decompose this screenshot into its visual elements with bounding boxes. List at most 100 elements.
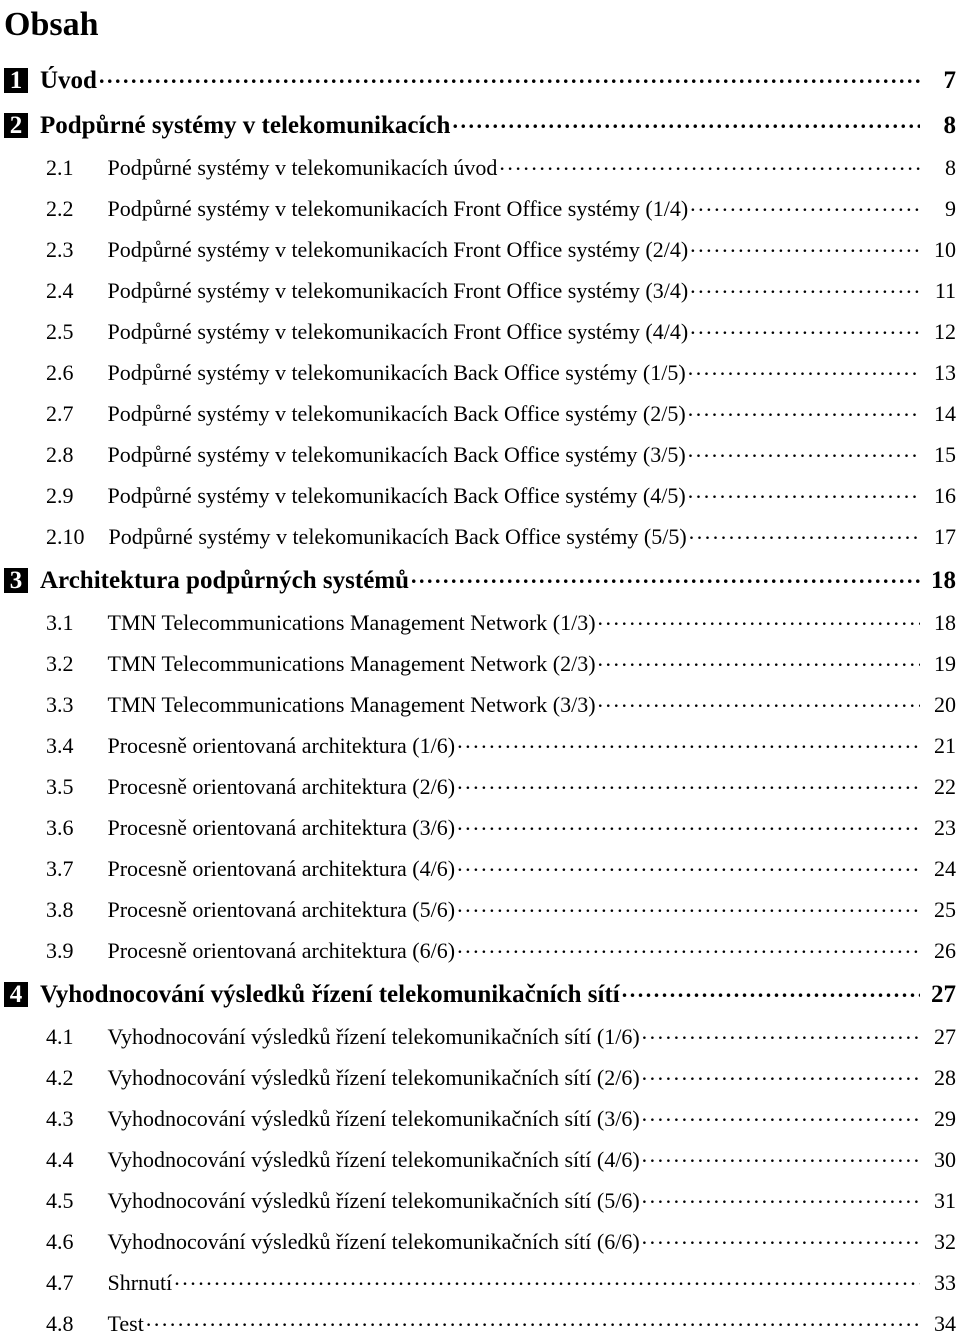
toc-entry-page: 25 (922, 899, 956, 921)
toc-entry-number: 3.4 (46, 735, 74, 757)
toc-entry: 4.8Test34 (4, 1302, 956, 1343)
toc-entry-title: Podpůrné systémy v telekomunikacích Fron… (108, 239, 689, 261)
toc-entry-page: 17 (922, 526, 956, 548)
toc-entry-page: 21 (922, 735, 956, 757)
section-number: 2.7 (46, 403, 74, 425)
page: Obsah 1Úvod72Podpůrné systémy v telekomu… (0, 8, 960, 1318)
toc-entry-page: 32 (922, 1231, 956, 1253)
toc-entry-page: 7 (922, 68, 956, 93)
toc-entry: 3.1TMN Telecommunications Management Net… (4, 601, 956, 642)
toc-entry: 3.8 Procesně orientovaná architektura (5/… (4, 888, 956, 929)
toc-leader-dots (688, 481, 920, 503)
chapter-badge: 1 (4, 68, 28, 93)
toc-leader-dots (598, 608, 920, 630)
toc-entry: 3.5 Procesně orientovaná architektura (2/… (4, 765, 956, 806)
toc-entry-number: 2 (4, 113, 34, 138)
toc-leader-dots (457, 731, 920, 753)
section-number: 3.3 (46, 694, 74, 716)
section-number: 3.6 (46, 817, 74, 839)
toc-entry-page: 20 (922, 694, 956, 716)
section-number: 4.4 (46, 1149, 74, 1171)
toc-entry-title: Procesně orientovaná architektura (3/6) (108, 817, 456, 839)
section-number: 2.10 (46, 526, 85, 548)
section-number: 2.6 (46, 362, 74, 384)
toc-entry-title: TMN Telecommunications Management Networ… (108, 653, 596, 675)
toc-entry-title: Procesně orientovaná architektura (5/6) (108, 899, 456, 921)
toc-entry-page: 15 (922, 444, 956, 466)
section-number: 2.8 (46, 444, 74, 466)
toc-entry-title: Podpůrné systémy v telekomunikacích Fron… (108, 280, 689, 302)
toc-entry-page: 31 (922, 1190, 956, 1212)
toc-leader-dots (622, 977, 920, 1002)
toc-entry-number: 2.9 (46, 485, 74, 507)
toc-entry-page: 24 (922, 858, 956, 880)
toc-leader-dots (689, 522, 920, 544)
section-number: 2.2 (46, 198, 74, 220)
toc-entry-page: 29 (922, 1108, 956, 1130)
chapter-badge: 3 (4, 568, 28, 593)
toc-entry-title: Vyhodnocování výsledků řízení telekomuni… (108, 1231, 640, 1253)
section-number: 2.4 (46, 280, 74, 302)
toc-entry-number: 2.5 (46, 321, 74, 343)
toc-entry-title: Vyhodnocování výsledků řízení telekomuni… (40, 982, 620, 1007)
section-number: 4.8 (46, 1313, 74, 1335)
section-number: 2.9 (46, 485, 74, 507)
toc-entry: 4.7Shrnutí33 (4, 1261, 956, 1302)
section-number: 4.6 (46, 1231, 74, 1253)
toc-entry-title: Vyhodnocování výsledků řízení telekomuni… (108, 1149, 640, 1171)
toc-leader-dots (457, 895, 920, 917)
section-number: 3.9 (46, 940, 74, 962)
toc-entry-number: 2.7 (46, 403, 74, 425)
toc-leader-dots (690, 317, 920, 339)
toc-entry: 4.2Vyhodnocování výsledků řízení telekom… (4, 1056, 956, 1097)
toc-entry-title: Shrnutí (108, 1272, 173, 1294)
section-number: 3.8 (46, 899, 74, 921)
section-number: 2.1 (46, 157, 74, 179)
toc-entry-number: 1 (4, 68, 34, 93)
toc-entry-number: 2.4 (46, 280, 74, 302)
toc-entry-title: TMN Telecommunications Management Networ… (108, 612, 596, 634)
section-number: 3.5 (46, 776, 74, 798)
toc-entry: 2.4 Podpůrné systémy v telekomunikacích F… (4, 269, 956, 310)
chapter-badge: 4 (4, 982, 28, 1007)
toc-entry: 2.5Podpůrné systémy v telekomunikacích F… (4, 310, 956, 351)
toc-entry: 3.9Procesně orientovaná architektura (6/… (4, 929, 956, 970)
toc-leader-dots (690, 235, 920, 257)
toc-entry-page: 18 (922, 568, 956, 593)
toc-entry-number: 4.4 (46, 1149, 74, 1171)
toc-leader-dots (690, 194, 920, 216)
toc-entry-number: 3 (4, 568, 34, 593)
toc-entry-number: 2.10 (46, 526, 85, 548)
toc-leader-dots (688, 399, 920, 421)
toc-entry-page: 13 (922, 362, 956, 384)
toc-entry: 4.5Vyhodnocování výsledků řízení telekom… (4, 1179, 956, 1220)
toc-leader-dots (457, 936, 920, 958)
toc-entry-page: 14 (922, 403, 956, 425)
toc-leader-dots (146, 1309, 920, 1331)
section-number: 4.5 (46, 1190, 74, 1212)
section-number: 4.2 (46, 1067, 74, 1089)
toc-entry-page: 27 (922, 982, 956, 1007)
toc-entry: 3Architektura podpůrných systémů18 (4, 556, 956, 601)
toc-entry: 2.2Podpůrné systémy v telekomunikacích F… (4, 187, 956, 228)
toc-entry: 2.6Podpůrné systémy v telekomunikacích B… (4, 351, 956, 392)
toc-leader-dots (642, 1022, 920, 1044)
toc-entry-title: Úvod (40, 68, 97, 93)
toc-entry-title: Procesně orientovaná architektura (2/6) (108, 776, 456, 798)
toc-entry-title: Podpůrné systémy v telekomunikacích úvod (108, 157, 498, 179)
toc-entry-number: 4.1 (46, 1026, 74, 1048)
toc-leader-dots (688, 358, 920, 380)
toc-container: 1Úvod72Podpůrné systémy v telekomunikací… (0, 56, 960, 1343)
toc-entry-title: Podpůrné systémy v telekomunikacích (40, 113, 450, 138)
toc-entry: 2.7Podpůrné systémy v telekomunikacích B… (4, 392, 956, 433)
section-number: 2.3 (46, 239, 74, 261)
section-number: 2.5 (46, 321, 74, 343)
toc-entry-number: 3.7 (46, 858, 74, 880)
toc-entry-page: 30 (922, 1149, 956, 1171)
toc-entry-page: 22 (922, 776, 956, 798)
toc-entry: 2.1 Podpůrné systémy v telekomunikacích ú… (4, 146, 956, 187)
toc-entry-number: 3.5 (46, 776, 74, 798)
toc-entry: 3.6 Procesně orientovaná architektura (3/… (4, 806, 956, 847)
toc-entry-number: 2.1 (46, 157, 74, 179)
toc-entry-page: 10 (922, 239, 956, 261)
